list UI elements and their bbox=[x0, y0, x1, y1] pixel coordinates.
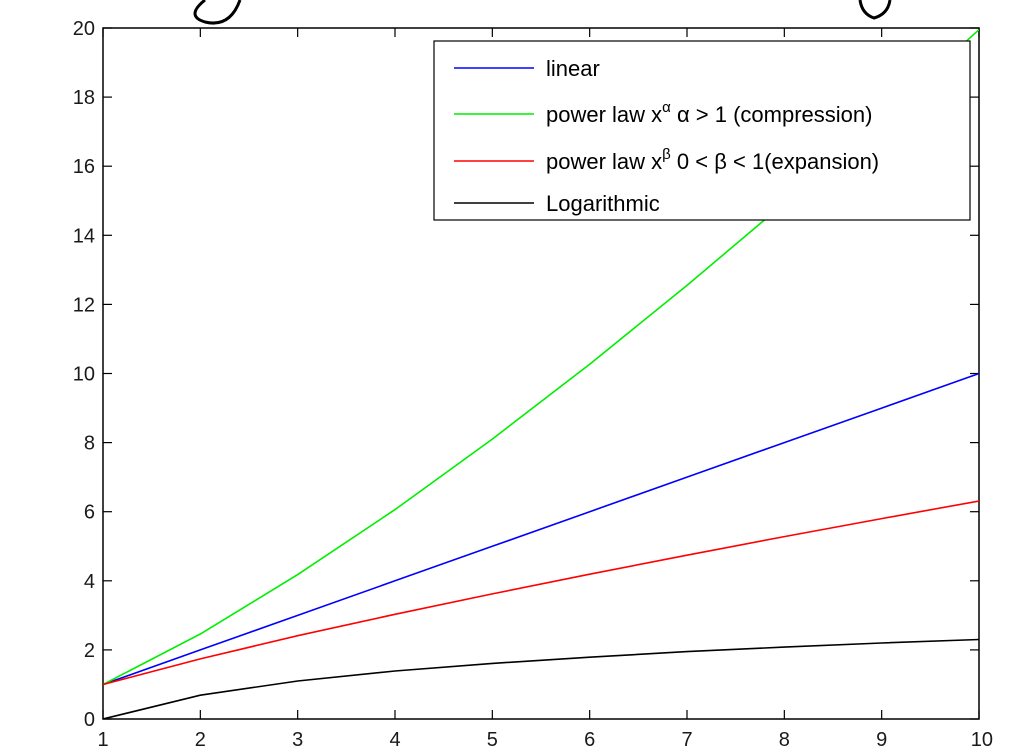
cropped-heading bbox=[193, 0, 892, 25]
x-tick-label: 7 bbox=[681, 729, 692, 751]
y-tick-label: 18 bbox=[73, 87, 95, 109]
x-tick-label: 1 bbox=[97, 729, 108, 751]
y-tick-label: 2 bbox=[84, 640, 95, 662]
y-tick-label: 6 bbox=[84, 502, 95, 524]
x-tick-label: 6 bbox=[584, 729, 595, 751]
legend-entry: Logarithmic bbox=[546, 191, 660, 216]
y-tick-label: 16 bbox=[73, 156, 95, 178]
x-tick-label: 5 bbox=[487, 729, 498, 751]
y-tick-label: 8 bbox=[84, 433, 95, 455]
x-tick-label: 10 bbox=[971, 729, 993, 751]
x-tick-label: 8 bbox=[779, 729, 790, 751]
series-line-0 bbox=[103, 372, 979, 686]
y-tick-label: 4 bbox=[84, 571, 95, 593]
legend-entry: linear bbox=[546, 56, 600, 81]
y-tick-label: 12 bbox=[73, 294, 95, 316]
legend-box bbox=[433, 40, 971, 221]
series-line-2 bbox=[103, 500, 979, 686]
legend-entry: power law xβ 0 < β < 1(expansion) bbox=[546, 146, 879, 174]
y-tick-label: 0 bbox=[84, 709, 95, 731]
legend: linear power law xα α > 1 (compression) po… bbox=[433, 40, 971, 221]
cropped-glyph-g bbox=[193, 0, 242, 25]
y-tick-label: 10 bbox=[73, 364, 95, 386]
x-tick-label: 9 bbox=[876, 729, 887, 751]
x-tick-label: 4 bbox=[389, 729, 400, 751]
x-tick-label: 3 bbox=[292, 729, 303, 751]
y-tick-label: 20 bbox=[73, 18, 95, 40]
y-tick-label: 14 bbox=[73, 225, 95, 247]
series-line-3 bbox=[103, 638, 979, 719]
legend-entry: power law xα α > 1 (compression) bbox=[546, 99, 872, 127]
x-axis: 1 2 3 4 5 6 7 8 9 10 bbox=[97, 28, 993, 751]
y-axis: 0 2 4 6 8 10 12 14 16 18 20 bbox=[73, 18, 979, 731]
cropped-glyph-y bbox=[858, 0, 892, 20]
x-tick-label: 2 bbox=[195, 729, 206, 751]
